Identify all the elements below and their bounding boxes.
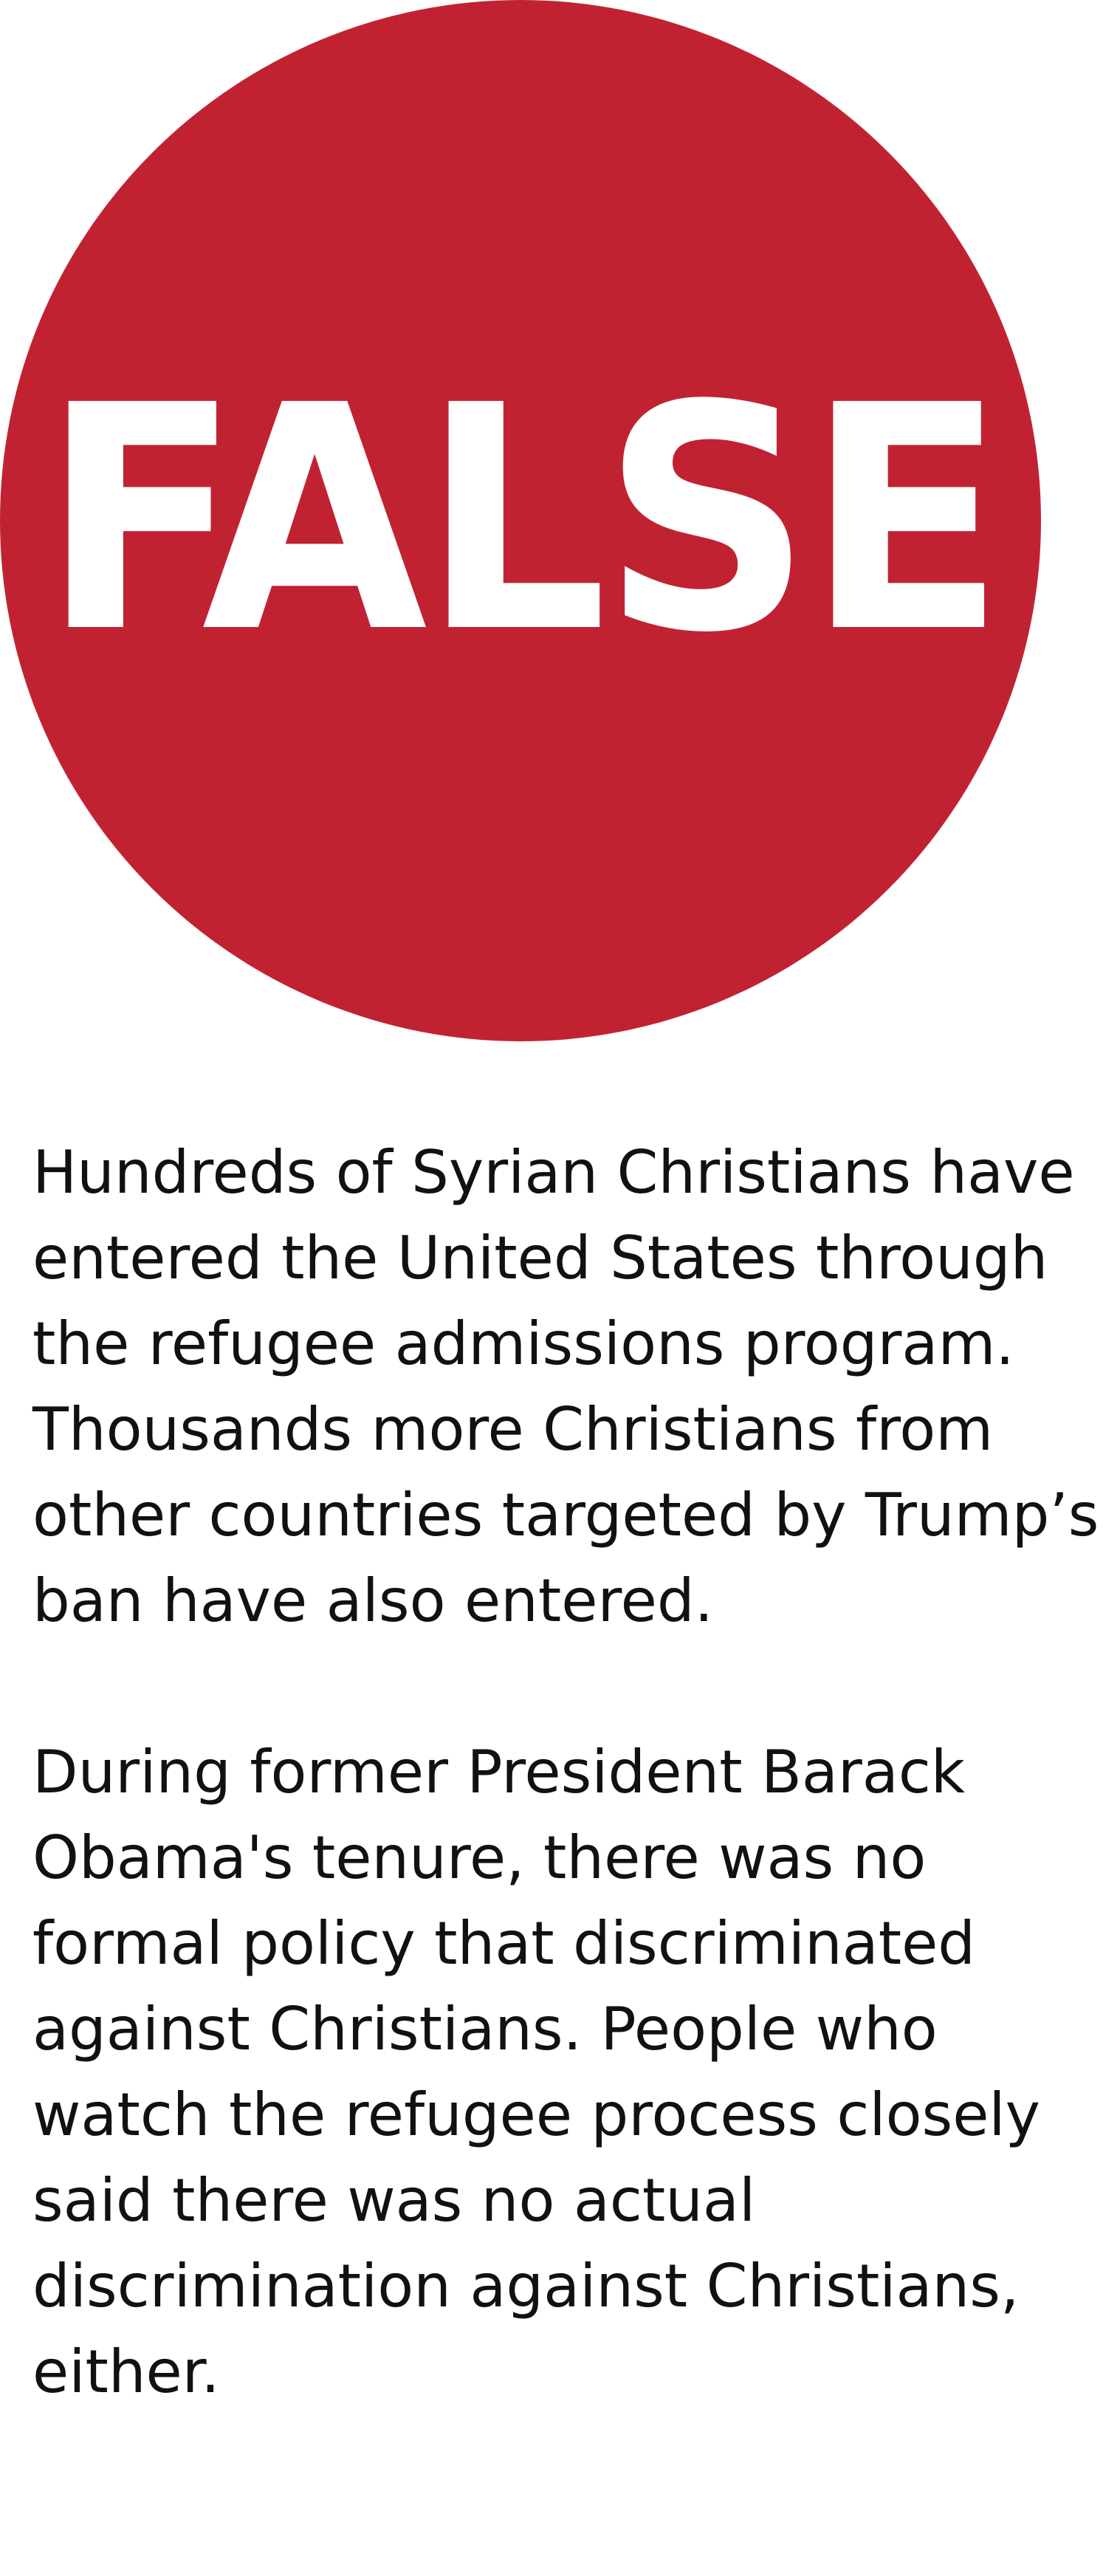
explanation-text: Hundreds of Syrian Christians have enter… (32, 1130, 1110, 2415)
verdict-label: FALSE (41, 340, 1005, 701)
verdict-badge: FALSE (0, 0, 1041, 1041)
explanation-paragraph-2: During former President Barack Obama's t… (32, 1738, 1040, 2406)
explanation-paragraph-1: Hundreds of Syrian Christians have enter… (32, 1138, 1099, 1635)
